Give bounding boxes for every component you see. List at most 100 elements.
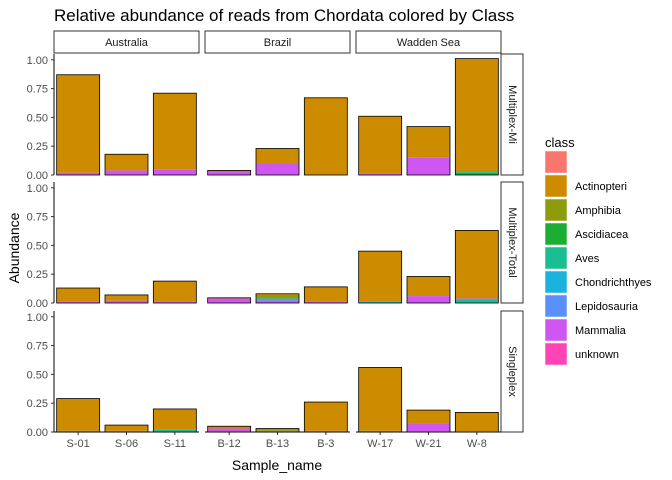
y-tick-label: 0.25 xyxy=(27,141,48,153)
y-tick-label: 0.75 xyxy=(27,84,48,96)
legend-swatch xyxy=(544,270,568,294)
bar-segment-actinopteri xyxy=(358,367,402,431)
bar-segment-mammalia xyxy=(304,301,348,303)
bar-segment-actinopteri xyxy=(153,281,197,302)
bar-multiplex-mi-s-06 xyxy=(104,153,149,176)
strip-multiplex-mi xyxy=(500,53,524,176)
chart-title: Relative abundance of reads from Chordat… xyxy=(54,6,514,25)
y-tick-label: 1.00 xyxy=(27,312,48,324)
bar-outline xyxy=(255,148,300,176)
x-tick-label-s-11: S-11 xyxy=(164,438,186,450)
legend-item-unknown: unknown xyxy=(544,342,619,366)
bar-segment-actinopteri xyxy=(407,126,450,158)
bar-segment-actinopteri xyxy=(304,286,348,302)
strip-australia xyxy=(53,30,200,54)
bar-segment-actinopteri xyxy=(153,408,197,430)
strip-label-singleplex: Singleplex xyxy=(506,346,518,397)
bar-outline xyxy=(454,229,499,304)
bar-segment-mammalia xyxy=(407,157,450,175)
y-tick-label: 0.50 xyxy=(27,112,48,124)
legend-swatch xyxy=(544,318,568,342)
bar-segment-actinopteri xyxy=(455,230,499,299)
legend-label: Chondrichthyes xyxy=(575,277,652,289)
bar-segment-mammalia xyxy=(56,301,100,303)
bar-multiplex-mi-b-13 xyxy=(255,148,300,176)
bar-segment-mammalia xyxy=(105,170,148,175)
strip-wadden-sea xyxy=(355,30,502,54)
y-tick-label: 0.25 xyxy=(27,269,48,281)
legend-item-unlabelled xyxy=(544,150,568,174)
y-tick-label: 0.25 xyxy=(27,398,48,410)
bar-outline xyxy=(358,367,403,433)
bar-segment-actinopteri xyxy=(304,402,348,431)
bar-segment-mammalia xyxy=(358,173,402,175)
y-tick-label: 0.00 xyxy=(27,170,48,182)
bar-segment-mammalia xyxy=(256,300,299,303)
bar-singleplex-b-12 xyxy=(207,425,252,433)
bar-segment-mammalia xyxy=(207,298,251,303)
bar-outline xyxy=(255,428,300,433)
bar-segment-actinopteri xyxy=(105,154,148,171)
bar-outline xyxy=(104,294,149,304)
legend-item-aves: Aves xyxy=(544,246,600,270)
bar-singleplex-w-8 xyxy=(454,412,499,433)
x-tick-label-s-06: S-06 xyxy=(115,438,138,450)
bar-segment-mammalia xyxy=(105,430,148,432)
x-tick-label-w-17: W-17 xyxy=(367,438,393,450)
bar-segment-actinopteri xyxy=(407,410,450,424)
bar-segment-aves xyxy=(153,429,197,432)
bar-singleplex-s-01 xyxy=(56,398,101,433)
legend-label: Ascidiacea xyxy=(575,229,629,241)
bar-segment-mammalia xyxy=(455,298,499,300)
strip-label-multiplex-mi: Multiplex-Mi xyxy=(506,85,518,144)
legend-swatch xyxy=(544,198,568,222)
bar-outline xyxy=(207,425,252,433)
strip-singleplex xyxy=(500,310,524,433)
bar-outline xyxy=(358,115,403,176)
bar-singleplex-s-06 xyxy=(104,424,149,433)
legend-item-lepidosauria: Lepidosauria xyxy=(544,294,639,318)
bar-outline xyxy=(104,153,149,176)
legend-swatch xyxy=(544,150,568,174)
bar-outline xyxy=(152,280,197,304)
strip-label-brazil: Brazil xyxy=(264,37,292,49)
bar-outline xyxy=(56,398,101,433)
bar-outline xyxy=(56,74,101,176)
strip-label-australia: Australia xyxy=(105,37,149,49)
bar-segment-actinopteri xyxy=(358,116,402,174)
bar-segment-lepidosauria xyxy=(256,299,299,301)
x-tick-label-b-3: B-3 xyxy=(317,438,334,450)
x-tick-label-b-13: B-13 xyxy=(266,438,289,450)
legend-swatch xyxy=(544,222,568,246)
bar-multiplex-mi-w-21 xyxy=(406,126,451,176)
bar-segment-actinopteri xyxy=(56,288,100,302)
bar-segment-mammalia xyxy=(256,430,299,432)
bar-multiplex-mi-s-11 xyxy=(152,92,197,176)
bar-multiplex-total-s-01 xyxy=(56,287,101,304)
bar-segment-actinopteri xyxy=(455,412,499,432)
bar-segment-mammalia xyxy=(407,423,450,432)
bar-segment-actinopteri xyxy=(304,97,348,175)
bar-segment-mammalia xyxy=(207,428,251,432)
bar-outline xyxy=(454,412,499,433)
legend-label: Amphibia xyxy=(575,205,622,217)
bar-singleplex-b-13 xyxy=(255,428,300,433)
strip-brazil xyxy=(204,30,351,54)
bar-segment-mammalia xyxy=(153,169,197,175)
legend-swatch xyxy=(544,342,568,366)
y-tick-label: 1.00 xyxy=(27,55,48,67)
bar-segment-chondrichthyes xyxy=(358,301,402,303)
legend-swatch xyxy=(544,174,568,198)
x-tick-label-s-01: S-01 xyxy=(67,438,90,450)
bar-outline xyxy=(152,408,197,433)
bar-outline xyxy=(406,276,451,304)
legend-label: Actinopteri xyxy=(575,181,627,193)
legend-item-actinopteri: Actinopteri xyxy=(544,174,627,198)
bar-segment-actinopteri xyxy=(358,251,402,302)
y-tick-label: 0.75 xyxy=(27,212,48,224)
bar-segment-actinopteri xyxy=(407,276,450,297)
y-tick-label: 0.50 xyxy=(27,240,48,252)
bar-segment-aves xyxy=(455,299,499,303)
legend-label: unknown xyxy=(575,349,619,361)
x-tick-label-b-12: B-12 xyxy=(218,438,241,450)
